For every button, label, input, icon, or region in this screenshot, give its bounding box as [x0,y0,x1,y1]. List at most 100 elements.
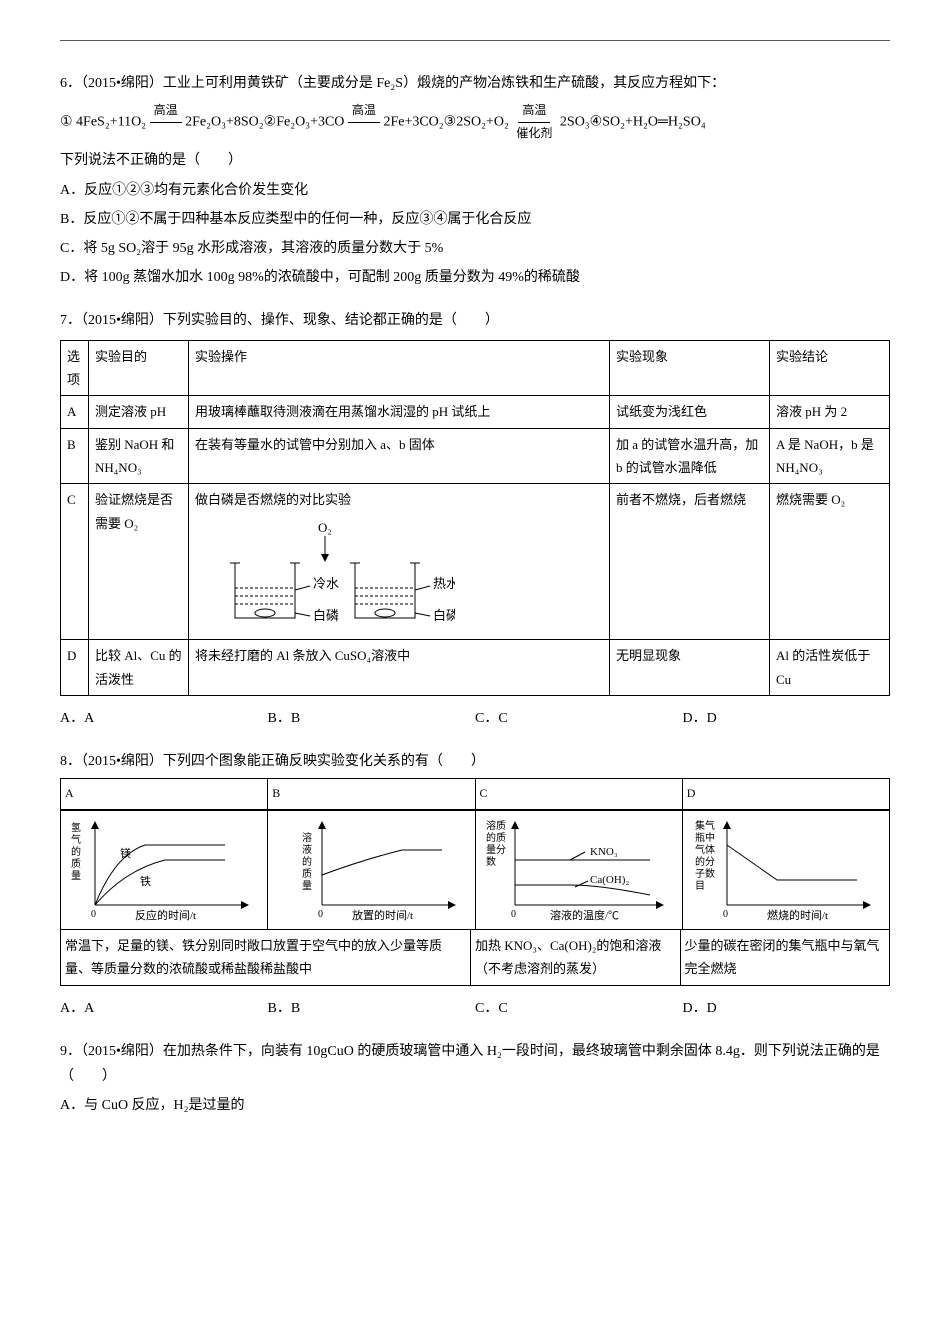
eq-p1: ① 4FeS₂+11O₂ [60,115,146,130]
left-top-label: 冷水 [313,576,339,591]
chart-b-yarrow [318,821,326,829]
right-top-ptr [415,586,430,590]
q7-c-purpose: 验证燃烧是否需要 O₂ [89,484,189,640]
q7-a-k: A [61,396,89,428]
chart-c-xarrow [656,901,664,909]
chart-b-yl3: 的 [302,855,312,868]
left-bot-ptr [295,613,310,616]
chart-b-yl5: 量 [302,880,312,892]
chart-a-l2: 铁 [140,875,151,888]
chart-c-l2: Ca(OH)₂ [590,874,629,886]
chart-a-yl4: 质 [71,858,81,870]
chart-a-svg: 镁 铁 氢 气 的 质 量 0 反应的时间/t [65,815,255,925]
chart-c-yl3: 量分 [486,844,506,856]
q6-stem: 6．（2015•绵阳）工业上可利用黄铁矿（主要成分是 Fe₂S）煅烧的产物冶炼铁… [60,71,890,96]
eq-cond3: 高温 催化剂 [512,100,556,144]
q7-b-k: B [61,428,89,484]
chart-c-yl4: 数 [486,855,496,868]
chart-b-xarrow [448,901,456,909]
q8-h-d: D [683,778,890,810]
q8-chart-d: 集气 瓶中 气体 的分 子数 目 0 燃烧的时间/t [683,810,890,930]
chart-c-yl1: 溶质 [486,819,506,832]
q7-a-phen: 试纸变为浅红色 [610,396,770,428]
left-bot-label: 白磷 [313,608,339,623]
right-bot-label: 白磷 [433,608,455,623]
q6-lead: 下列说法不正确的是（ ） [60,148,890,173]
q8-opt-a: A．A [60,996,268,1021]
chart-b-svg: 溶 液 的 质 量 0 放置的时间/t [272,815,462,925]
q7-opts: A．A B．B C．C D．D [60,706,890,731]
chart-a-yl2: 气 [71,833,81,846]
q9-opt-a: A．与 CuO 反应，H₂是过量的 [60,1093,890,1118]
q7-d-purpose: 比较 Al、Cu 的活泼性 [89,640,189,696]
q7-h2: 实验操作 [189,340,610,396]
chart-d-yl5: 子数 [695,867,715,880]
eq-cond3-top: 高温 [518,100,550,123]
eq-p2: 2Fe₂O₃+8SO₂②Fe₂O₃+3CO [185,115,344,130]
q8-cap-d: 少量的碳在密闭的集气瓶中与氧气完全燃烧 [681,930,891,986]
chart-d-xarrow [863,901,871,909]
q7-d-conc: Al 的活性炭低于 Cu [770,640,890,696]
eq-cond1: 高温 [150,100,182,144]
q7-opt-a: A．A [60,706,268,731]
q7-b-purpose: 鉴别 NaOH 和 NH₄NO₃ [89,428,189,484]
q7-b-conc: A 是 NaOH，b 是 NH₄NO₃ [770,428,890,484]
q7-c-op-text: 做白磷是否燃烧的对比实验 [195,492,351,507]
chart-c-svg: KNO₃ Ca(OH)₂ 溶质 的质 量分 数 0 溶液的温度/℃ [480,815,670,925]
q7-d-k: D [61,640,89,696]
chart-d-yl4: 的分 [695,855,715,868]
eq-cond2-top: 高温 [348,100,380,123]
chart-a-yarrow [91,821,99,829]
q7-row-d: D 比较 Al、Cu 的活泼性 将未经打磨的 Al 条放入 CuSO₄溶液中 无… [61,640,890,696]
chart-c-line2 [515,885,650,895]
eq-p4: 2SO₃④SO₂+H₂O═H₂SO₄ [560,115,706,130]
beaker-diagram: O₂ [195,518,455,628]
q7-table: 选 项 实验目的 实验操作 实验现象 实验结论 A 测定溶液 pH 用玻璃棒蘸取… [60,340,890,697]
chart-a-line1 [95,845,225,905]
top-rule [60,40,890,41]
q6-opt-d: D．将 100g 蒸馏水加水 100g 98%的浓硫酸中，可配制 200g 质量… [60,265,890,290]
chart-b-yl1: 溶 [302,831,312,844]
q8-opts: A．A B．B C．C D．D [60,996,890,1021]
chart-a-yl1: 氢 [71,821,81,834]
q7-d-op: 将未经打磨的 Al 条放入 CuSO₄溶液中 [189,640,610,696]
chart-b-zero: 0 [318,909,323,920]
chart-c-l1-ptr [570,852,585,860]
chart-a-zero: 0 [91,909,96,920]
q7-h3: 实验现象 [610,340,770,396]
chart-c-l1: KNO₃ [590,846,618,858]
q7-a-conc: 溶液 pH 为 2 [770,396,890,428]
chart-a-yl5: 量 [71,870,81,882]
q8-h-c: C [476,778,683,810]
chart-d-line [727,845,857,880]
q7-h0: 选 项 [61,340,89,396]
q7-c-op: 做白磷是否燃烧的对比实验 O₂ [189,484,610,640]
chart-d-zero: 0 [723,909,728,920]
q8-h-a: A [60,778,268,810]
q8-chart-b: 溶 液 的 质 量 0 放置的时间/t [268,810,475,930]
q6-opt-c: C．将 5g SO₂溶于 95g 水形成溶液，其溶液的质量分数大于 5% [60,236,890,261]
left-top-ptr [295,586,310,590]
q8-stem: 8．（2015•绵阳）下列四个图象能正确反映实验变化关系的有（ ） [60,749,890,774]
q7-d-phen: 无明显现象 [610,640,770,696]
q6-opt-a: A．反应①②③均有元素化合价发生变化 [60,178,890,203]
q7-b-phen: 加 a 的试管水温升高，加 b 的试管水温降低 [610,428,770,484]
chart-d-yl1: 集气 [695,819,715,832]
q8-chart-a: 镁 铁 氢 气 的 质 量 0 反应的时间/t [60,810,268,930]
o2-arrow-head [321,554,329,562]
q7-a-op: 用玻璃棒蘸取待测液滴在用蒸馏水润湿的 pH 试纸上 [189,396,610,428]
q6-opt-b: B．反应①②不属于四种基本反应类型中的任何一种，反应③④属于化合反应 [60,207,890,232]
q7-h4: 实验结论 [770,340,890,396]
chart-a-yl3: 的 [71,845,81,858]
right-bot-ptr [415,613,430,616]
o2-label: O₂ [318,520,332,535]
eq-cond2: 高温 [348,100,380,144]
beaker-svg: O₂ [195,518,455,628]
chart-c-zero: 0 [511,909,516,920]
q7-c-phen: 前者不燃烧，后者燃烧 [610,484,770,640]
q7-c-conc: 燃烧需要 O₂ [770,484,890,640]
eq-cond2-bot [358,123,369,145]
chart-b-yl4: 质 [302,868,312,880]
chart-d-yl3: 气体 [695,843,715,856]
chart-c-xl: 溶液的温度/℃ [550,908,619,922]
